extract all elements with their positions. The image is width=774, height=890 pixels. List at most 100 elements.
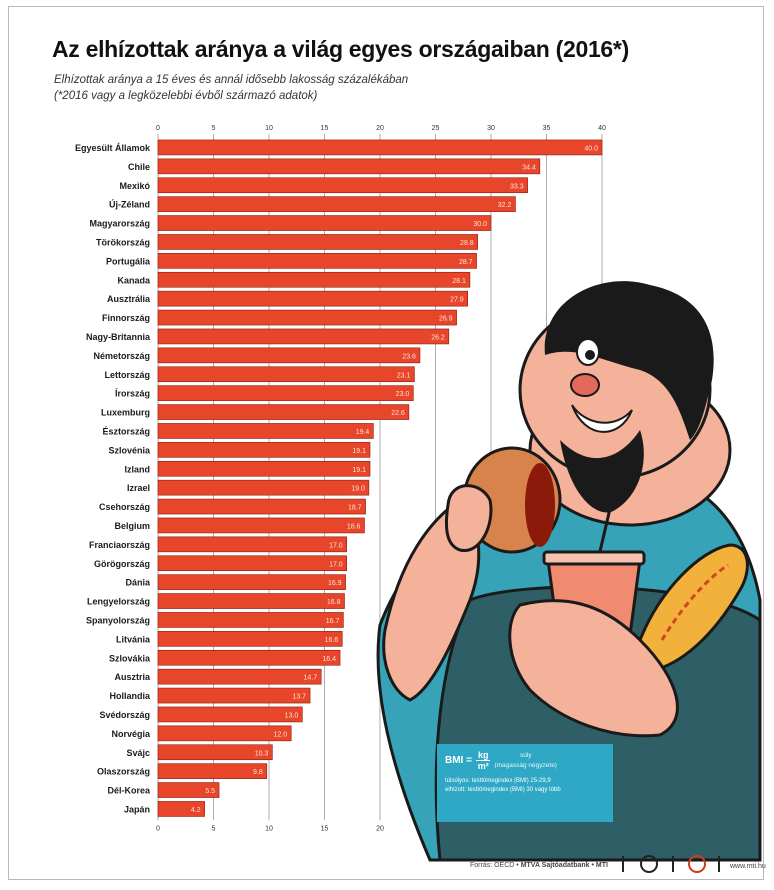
- bar: [157, 404, 410, 420]
- bar: [157, 498, 366, 515]
- category-label: Dánia: [125, 578, 151, 588]
- x-tick-label-top: 10: [265, 125, 273, 132]
- mouth: [571, 404, 633, 433]
- category-labels: Egyesült Államok Chile Mexikó Új-Zéland Magy…: [75, 143, 151, 815]
- burger-hand: [445, 484, 493, 552]
- bmi-definitions: túlsúlyos: testtömegindex (BMI) 25-29,9 …: [445, 777, 605, 795]
- bar: [157, 555, 347, 572]
- value-label: 40.0: [584, 145, 598, 152]
- bmi-label: BMI =: [445, 755, 472, 766]
- bar: [157, 574, 346, 590]
- bar: [157, 309, 457, 326]
- category-label: Szlovénia: [108, 445, 151, 455]
- category-label: Szlovákia: [109, 653, 151, 663]
- category-label: Finnország: [102, 313, 150, 323]
- x-tick-label-top: 0: [156, 125, 160, 132]
- source-bold: MTVA Sajtóadatbank • MTI: [520, 862, 608, 869]
- bars: [157, 139, 603, 817]
- bar: [157, 612, 344, 628]
- category-label: Belgium: [114, 521, 150, 531]
- beard: [560, 430, 644, 513]
- bar: [157, 385, 414, 401]
- value-label: 23.1: [397, 372, 411, 379]
- mti-logo-icon: [640, 855, 658, 873]
- value-label: 28.7: [459, 259, 473, 266]
- category-label: Magyarország: [89, 219, 150, 229]
- value-label: 16.9: [328, 580, 342, 587]
- bar: [157, 763, 268, 779]
- category-label: Olaszország: [97, 767, 150, 777]
- category-label: Franciaország: [89, 540, 150, 550]
- bar: [157, 649, 341, 666]
- category-label: Észtország: [102, 426, 150, 436]
- category-label: Luxemburg: [101, 408, 150, 418]
- category-label: Izrael: [127, 483, 150, 493]
- value-label: 23.6: [402, 353, 416, 360]
- category-label: Csehország: [99, 502, 150, 512]
- category-label: Chile: [128, 162, 150, 172]
- category-label: Kanada: [117, 275, 151, 285]
- subtitle-line-2: (*2016 vagy a legközelebbi évből származ…: [54, 90, 318, 102]
- value-label: 16.8: [327, 599, 341, 606]
- x-tick-label-top: 30: [487, 125, 495, 132]
- bar: [157, 460, 371, 477]
- footer-separator: [622, 856, 624, 872]
- value-label: 19.4: [356, 429, 370, 436]
- hotdog: [638, 543, 749, 672]
- burger-patty: [525, 463, 555, 547]
- pupil: [585, 350, 595, 360]
- value-label: 13.0: [285, 712, 299, 719]
- bmi-definition-overweight: túlsúlyos: testtömegindex (BMI) 25-29,9: [445, 778, 551, 784]
- bar: [157, 744, 273, 761]
- value-label: 30.0: [473, 221, 487, 228]
- x-tick-label-top: 20: [376, 125, 384, 132]
- bar: [157, 631, 343, 647]
- bar: [157, 290, 468, 307]
- bar: [157, 687, 311, 704]
- right-arm: [508, 599, 679, 738]
- category-label: Norvégia: [111, 729, 151, 739]
- bar: [157, 253, 477, 269]
- value-label: 19.0: [351, 486, 365, 493]
- bar: [157, 668, 322, 685]
- x-tick-label-bottom: 5: [212, 825, 216, 832]
- mtva-logo-icon: [688, 855, 706, 873]
- source-prefix: Forrás: OECD •: [470, 862, 521, 869]
- category-label: Ausztria: [114, 672, 151, 682]
- value-label: 33.3: [510, 183, 524, 190]
- bmi-formula: BMI = kg m² súly (magasság négyzete): [445, 750, 605, 771]
- left-arm: [382, 498, 481, 702]
- value-label: 23.0: [396, 391, 410, 398]
- bar: [157, 536, 347, 553]
- bar: [157, 139, 603, 156]
- bar: [157, 196, 516, 212]
- category-label: Új-Zéland: [109, 199, 150, 210]
- category-label: Egyesült Államok: [75, 143, 151, 153]
- value-label: 14.7: [304, 675, 318, 682]
- value-label: 10.3: [255, 750, 269, 757]
- bar: [157, 347, 421, 364]
- category-label: Svédország: [99, 710, 150, 720]
- bar: [157, 517, 365, 534]
- value-label: 19.1: [352, 467, 366, 474]
- x-tick-label-top: 35: [543, 125, 551, 132]
- category-label: Görögország: [94, 559, 150, 569]
- x-tick-label-top: 25: [432, 125, 440, 132]
- value-label: 19.1: [352, 448, 366, 455]
- category-label: Németország: [93, 351, 150, 361]
- category-label: Spanyolország: [86, 615, 150, 625]
- value-label: 26.2: [431, 334, 445, 341]
- value-label: 32.2: [498, 202, 512, 209]
- bar: [157, 271, 471, 288]
- category-label: Ausztrália: [107, 294, 151, 304]
- x-tick-label-top: 5: [212, 125, 216, 132]
- category-label: Portugália: [106, 256, 151, 266]
- bmi-numerator: kg: [475, 750, 491, 761]
- bmi-definition-obese: elhízott: testtömegindex (BMI) 30 vagy t…: [445, 787, 561, 793]
- category-label: Izland: [124, 464, 150, 474]
- bar: [157, 215, 492, 231]
- x-tick-label-bottom: 20: [376, 825, 384, 832]
- bar: [157, 423, 374, 439]
- value-label: 27.9: [450, 297, 464, 304]
